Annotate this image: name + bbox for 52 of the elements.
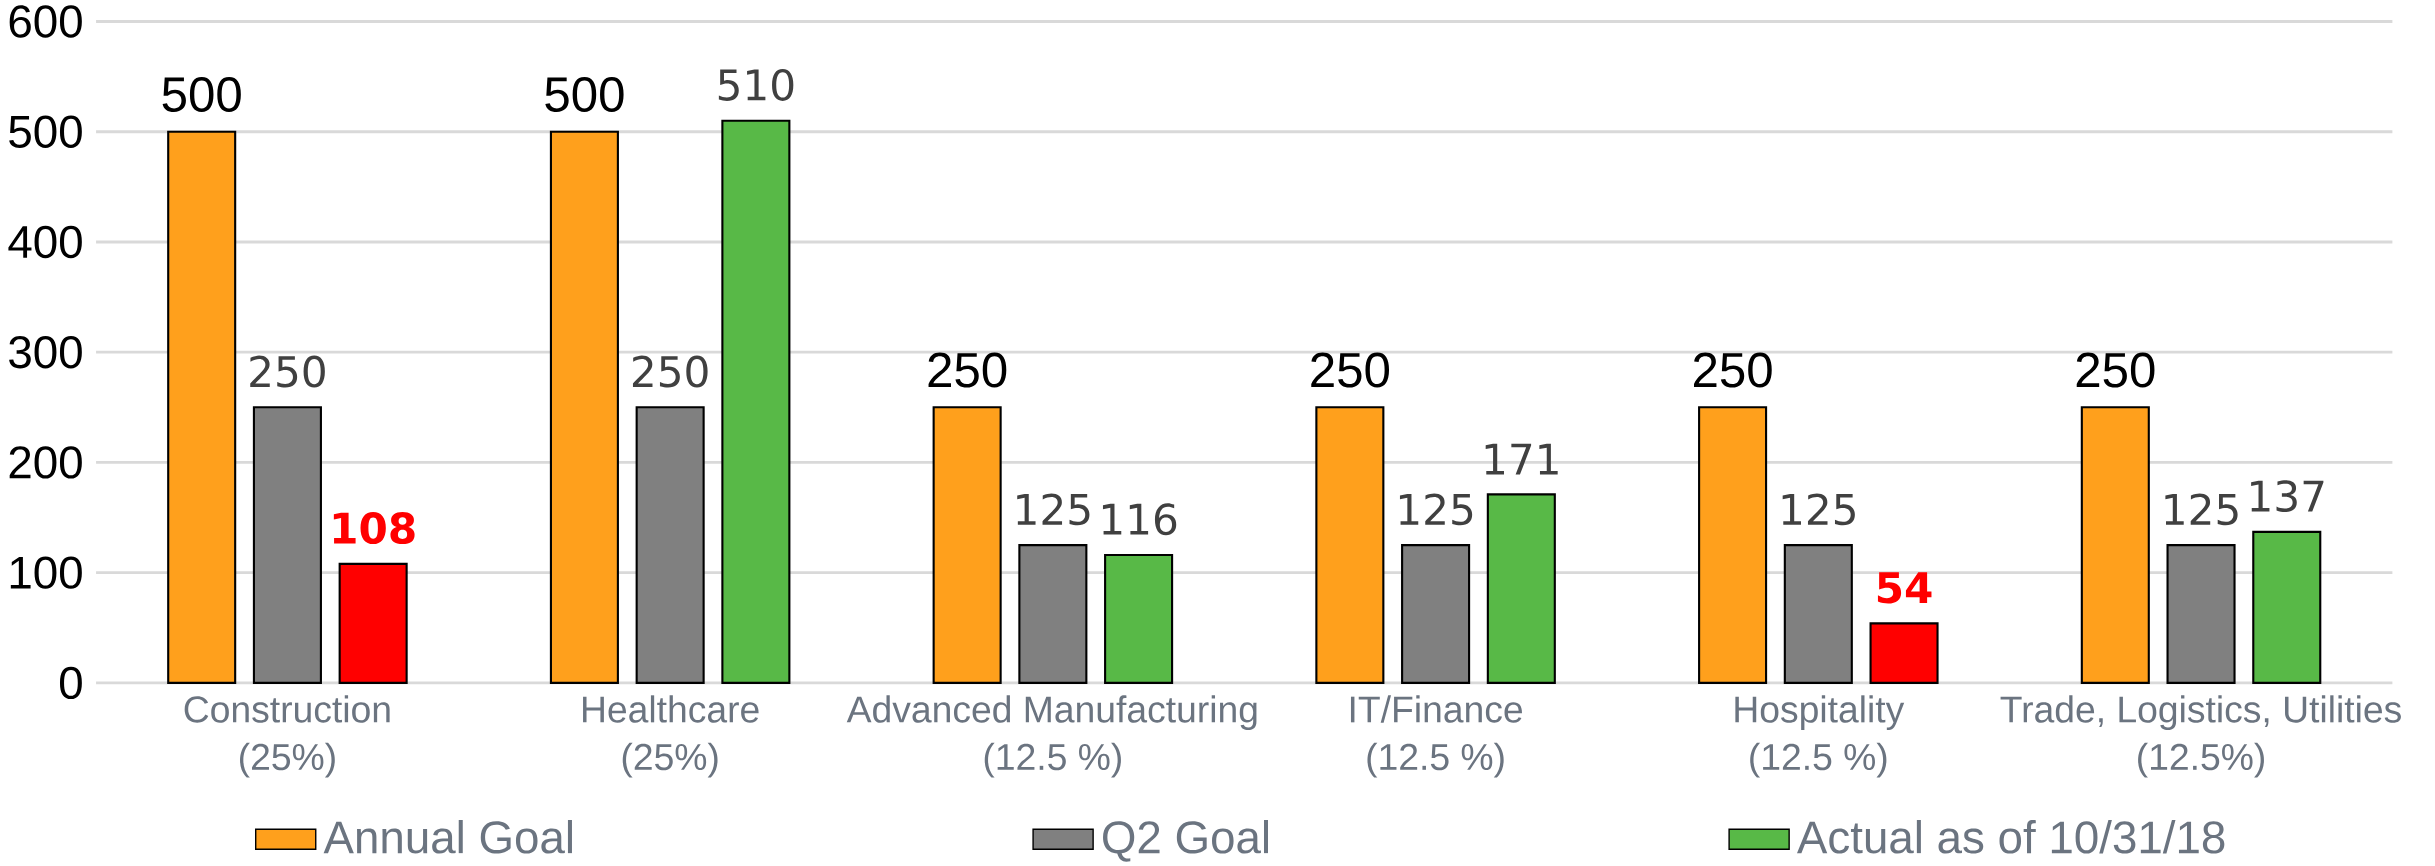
y-tick-label: 500 [9, 115, 82, 148]
y-tick-label: 600 [9, 5, 82, 38]
data-label: 137 [2251, 480, 2324, 513]
bar [1486, 493, 1556, 684]
x-tick-label: Healthcare (25%) [583, 695, 759, 778]
y-tick-label: 100 [10, 556, 82, 589]
y-tick-label: 300 [9, 336, 82, 369]
bar [1104, 553, 1174, 684]
data-label: 250 [250, 355, 325, 388]
data-label: 125 [1017, 493, 1090, 526]
data-label: 171 [1485, 443, 1558, 475]
y-tick-label: 400 [8, 225, 82, 259]
data-label: 250 [632, 355, 708, 388]
bar [635, 406, 705, 684]
y-tick-label: 0 [59, 666, 82, 700]
bar [1869, 622, 1939, 684]
legend-label: Actual as of 10/31/18 [1796, 819, 2225, 854]
bar [338, 562, 408, 684]
data-label: 500 [545, 77, 624, 112]
bar [2166, 544, 2236, 684]
bar [1315, 406, 1385, 684]
bar [1018, 544, 1088, 684]
data-label: 250 [1311, 352, 1390, 388]
bar [252, 406, 322, 684]
data-label: 54 [1877, 572, 1932, 604]
x-tick-label: Construction (25%) [184, 695, 390, 778]
data-label: 250 [2076, 352, 2155, 388]
x-tick-label: Trade, Logistics, Utilities (12.5%) [2000, 695, 2401, 778]
data-label: 125 [1399, 493, 1473, 526]
y-tick-label: 200 [9, 446, 82, 479]
bar [1783, 544, 1853, 684]
data-label: 125 [1782, 493, 1855, 526]
legend-label: Annual Goal [323, 819, 572, 854]
x-tick-label: Hospitality (12.5 %) [1735, 695, 1905, 778]
bar [721, 119, 791, 684]
data-label: 125 [2165, 493, 2238, 526]
x-tick-label: IT/Finance (12.5 %) [1350, 695, 1522, 778]
data-label: 500 [162, 77, 241, 112]
legend-label: Q2 Goal [1103, 819, 1269, 862]
bar [2252, 530, 2322, 684]
data-label: 250 [1693, 352, 1772, 388]
bar [2080, 406, 2150, 684]
bar [932, 406, 1002, 684]
data-label: 510 [718, 69, 794, 101]
data-label: 108 [333, 512, 415, 545]
bar [1698, 406, 1768, 684]
data-label: 250 [928, 352, 1007, 388]
bar [549, 130, 619, 684]
x-tick-label: Advanced Manufacturing (12.5 %) [846, 695, 1257, 778]
bar [1401, 544, 1471, 684]
bar [167, 130, 237, 684]
data-label: 116 [1102, 503, 1177, 536]
